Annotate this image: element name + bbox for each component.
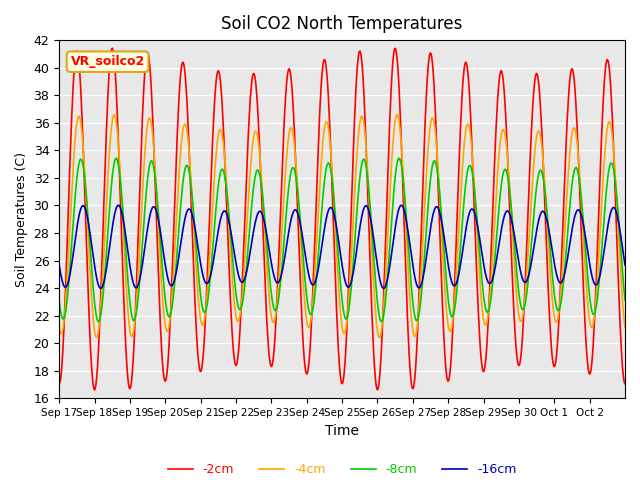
Y-axis label: Soil Temperatures (C): Soil Temperatures (C) [15, 152, 28, 287]
Title: Soil CO2 North Temperatures: Soil CO2 North Temperatures [221, 15, 463, 33]
X-axis label: Time: Time [325, 424, 359, 438]
Text: VR_soilco2: VR_soilco2 [70, 55, 145, 68]
Legend: -2cm, -4cm, -8cm, -16cm: -2cm, -4cm, -8cm, -16cm [163, 458, 522, 480]
